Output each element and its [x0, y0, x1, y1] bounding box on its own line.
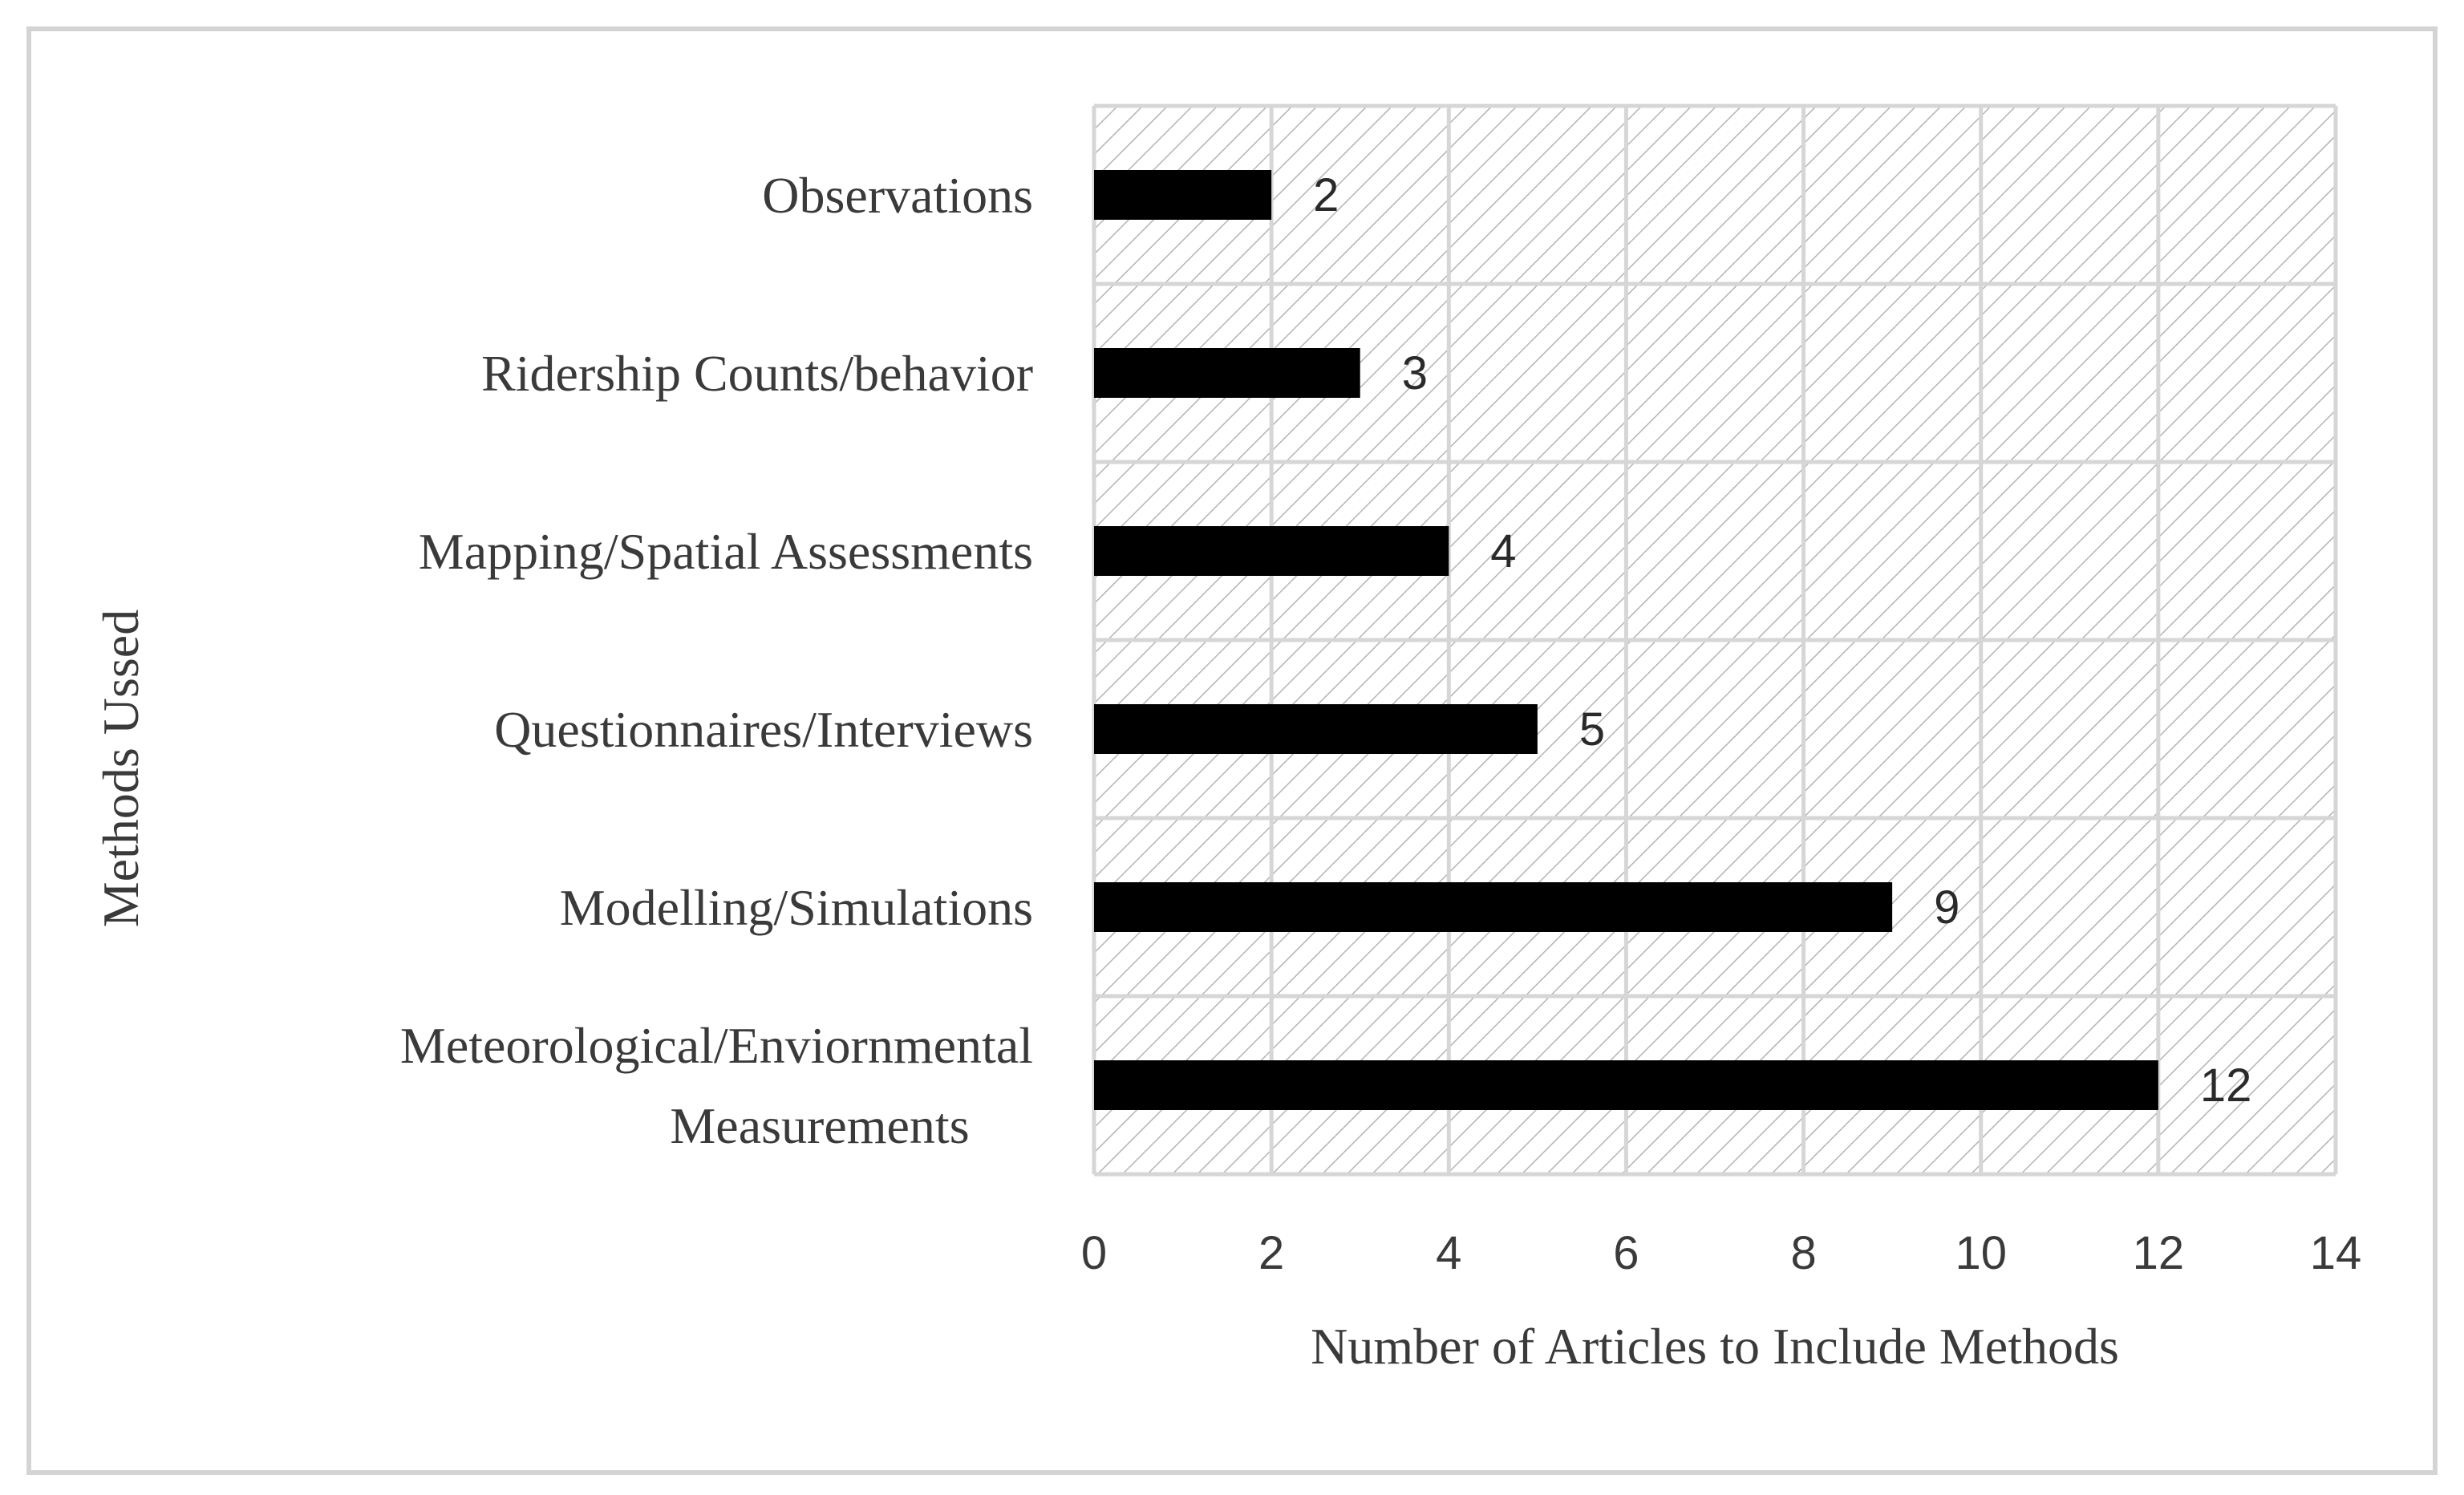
bar-value-label: 4 — [1490, 525, 1516, 577]
x-axis-title: Number of Articles to Include Methods — [1311, 1318, 2119, 1375]
bar-value-label: 3 — [1402, 347, 1428, 399]
bar-value-label: 5 — [1579, 703, 1605, 756]
bar — [1094, 170, 1272, 220]
x-tick-label: 6 — [1613, 1227, 1639, 1279]
category-label: Modelling/Simulations — [560, 879, 1033, 936]
category-label: Measurements — [670, 1097, 969, 1154]
bar-value-label: 12 — [2200, 1059, 2252, 1112]
category-label: Mapping/Spatial Assessments — [419, 523, 1033, 580]
category-label: Questionnaires/Interviews — [494, 701, 1033, 758]
category-label: Observations — [762, 167, 1033, 224]
category-label: Meteorological/Enviornmental — [400, 1017, 1033, 1074]
grid — [1092, 103, 2338, 1177]
x-tick-label: 0 — [1081, 1227, 1107, 1279]
y-axis-title: Methods Ussed — [92, 610, 149, 927]
x-tick-label: 10 — [1955, 1227, 2007, 1279]
x-tick-label: 14 — [2310, 1227, 2362, 1279]
x-tick-label: 4 — [1436, 1227, 1461, 1279]
bar-value-label: 9 — [1934, 881, 1959, 934]
bar — [1094, 526, 1449, 576]
x-tick-labels: 0 2 4 6 8 10 12 14 — [1081, 1227, 2361, 1279]
category-labels: Observations Ridership Counts/behavior Map… — [400, 167, 1033, 1154]
bar — [1094, 348, 1360, 398]
x-tick-label: 8 — [1790, 1227, 1816, 1279]
bar — [1094, 704, 1538, 754]
bar — [1094, 882, 1893, 932]
data-labels: 2 3 4 5 9 12 — [1313, 169, 2251, 1112]
bar-value-label: 2 — [1313, 169, 1339, 221]
x-tick-label: 2 — [1258, 1227, 1284, 1279]
bars — [1094, 170, 2158, 1110]
x-tick-label: 12 — [2133, 1227, 2185, 1279]
bar — [1094, 1060, 2158, 1110]
category-label: Ridership Counts/behavior — [481, 345, 1033, 402]
